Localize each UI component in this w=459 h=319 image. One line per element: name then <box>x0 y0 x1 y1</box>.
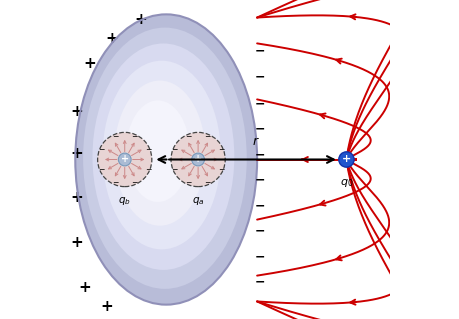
Ellipse shape <box>114 81 205 226</box>
Text: −: − <box>145 145 151 154</box>
Text: −: − <box>254 276 265 289</box>
Ellipse shape <box>75 14 257 305</box>
Text: $q_0$: $q_0$ <box>339 177 353 189</box>
Text: −: − <box>171 145 178 154</box>
Ellipse shape <box>83 27 246 289</box>
Text: −: − <box>218 145 224 154</box>
Text: +: + <box>194 154 202 165</box>
Text: $r$: $r$ <box>252 135 260 148</box>
Circle shape <box>171 132 225 187</box>
Text: +: + <box>101 299 113 314</box>
Text: −: − <box>254 225 265 238</box>
Text: −: − <box>254 199 265 212</box>
Text: −: − <box>145 165 151 174</box>
Text: +: + <box>134 11 147 27</box>
Text: −: − <box>112 132 118 141</box>
Ellipse shape <box>102 61 220 249</box>
Ellipse shape <box>92 43 234 270</box>
Text: +: + <box>341 154 350 165</box>
Circle shape <box>338 152 353 167</box>
Text: +: + <box>70 145 83 161</box>
Text: $q_a$: $q_a$ <box>191 195 204 207</box>
Text: −: − <box>204 178 211 187</box>
Text: +: + <box>70 104 83 119</box>
Text: −: − <box>185 132 191 141</box>
Text: −: − <box>204 132 211 141</box>
Text: −: − <box>112 178 118 187</box>
Text: −: − <box>98 145 104 154</box>
Text: +: + <box>106 31 118 46</box>
Text: +: + <box>70 235 83 250</box>
Circle shape <box>191 153 204 166</box>
Text: +: + <box>70 190 83 205</box>
Text: $q_b$: $q_b$ <box>118 195 131 207</box>
Text: −: − <box>254 45 265 57</box>
Text: −: − <box>185 178 191 187</box>
Text: −: − <box>254 70 265 83</box>
Text: −: − <box>254 148 265 161</box>
Circle shape <box>97 132 151 187</box>
Text: −: − <box>218 165 224 174</box>
Text: −: − <box>254 174 265 187</box>
Ellipse shape <box>126 100 189 202</box>
Text: +: + <box>83 56 96 71</box>
Text: −: − <box>131 132 137 141</box>
Text: −: − <box>171 165 178 174</box>
Text: −: − <box>254 97 265 110</box>
Text: +: + <box>120 154 129 165</box>
Text: −: − <box>131 178 137 187</box>
Text: +: + <box>78 279 91 295</box>
Circle shape <box>118 153 131 166</box>
Text: −: − <box>98 165 104 174</box>
Text: −: − <box>254 123 265 136</box>
Text: −: − <box>254 250 265 263</box>
